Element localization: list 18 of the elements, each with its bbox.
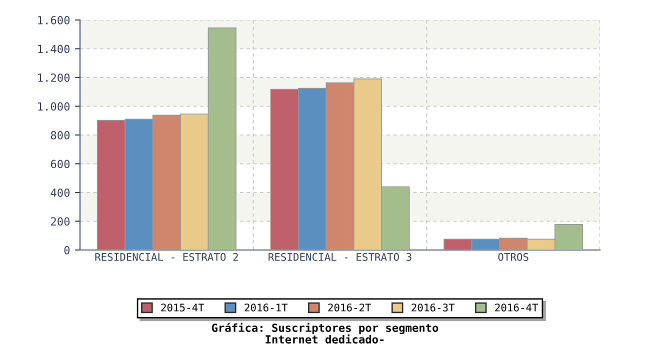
y-tick-label: 600 — [50, 160, 70, 168]
y-tick-label: 1.400 — [38, 44, 70, 54]
legend-label: 2016-2T — [328, 304, 372, 312]
legend-label: 2016-4T — [495, 304, 538, 312]
y-tick-label: 1.200 — [38, 74, 70, 82]
y-tick-label: 400 — [50, 188, 70, 197]
y-tick-label: 0 — [64, 246, 70, 254]
legend-label: 2016-1T — [244, 304, 288, 312]
y-tick-label: 200 — [51, 217, 70, 226]
y-tick-label: 800 — [50, 131, 70, 140]
legend-label: 2016-3T — [412, 304, 455, 312]
legend-label: 2015-4T — [161, 304, 204, 312]
y-tick-label: 1.600 — [38, 16, 70, 24]
y-tick-label: 1.000 — [38, 102, 70, 111]
x-tick-label: RESIDENCIAL - ESTRATO 2 — [95, 253, 238, 261]
x-tick-label: OTROS — [498, 253, 528, 261]
x-tick-label: RESIDENCIAL - ESTRATO 3 — [268, 253, 412, 261]
text: Gráfica: Suscriptores por segmento Internet dedicado- — [212, 322, 438, 344]
